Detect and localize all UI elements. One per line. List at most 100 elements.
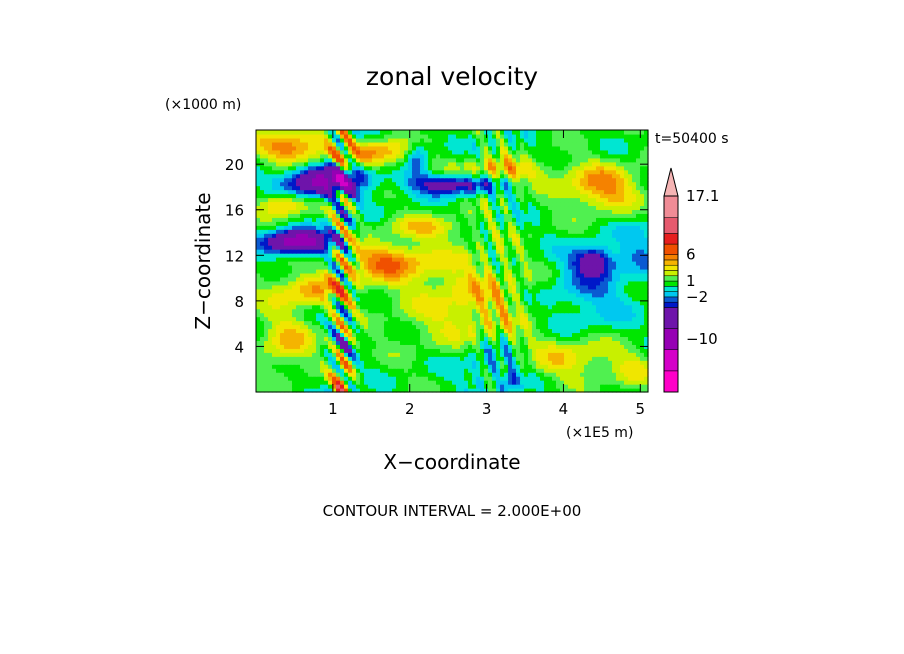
heatmap-cell	[644, 217, 649, 222]
heatmap-cell	[584, 245, 589, 250]
heatmap-cell	[276, 364, 281, 369]
heatmap-cell	[316, 340, 321, 345]
heatmap-cell	[432, 304, 437, 310]
heatmap-cell	[320, 336, 325, 341]
heatmap-cell	[464, 261, 469, 266]
heatmap-cell	[268, 245, 273, 250]
heatmap-cell	[504, 308, 509, 314]
heatmap-cell	[324, 197, 329, 203]
heatmap-cell	[292, 368, 297, 373]
heatmap-cell	[340, 276, 345, 282]
heatmap-cell	[332, 304, 337, 310]
heatmap-cell	[504, 380, 509, 385]
heatmap-cell	[488, 249, 493, 254]
heatmap-cell	[620, 245, 625, 250]
heatmap-cell	[500, 268, 505, 274]
heatmap-cell	[572, 320, 577, 326]
heatmap-cell	[280, 201, 285, 207]
heatmap-cell	[552, 249, 557, 254]
heatmap-cell	[524, 197, 529, 203]
heatmap-cell	[352, 257, 357, 262]
heatmap-cell	[612, 249, 617, 254]
heatmap-cell	[308, 245, 313, 250]
heatmap-cell	[304, 364, 309, 369]
heatmap-cell	[316, 300, 321, 306]
heatmap-cell	[480, 233, 485, 238]
heatmap-cell	[624, 296, 629, 302]
heatmap-cell	[260, 241, 265, 246]
heatmap-cell	[296, 241, 301, 246]
heatmap-cell	[584, 356, 589, 361]
heatmap-cell	[556, 288, 561, 294]
heatmap-cell	[340, 316, 345, 322]
heatmap-cell	[644, 296, 649, 302]
heatmap-cell	[604, 292, 609, 298]
heatmap-cell	[328, 376, 333, 381]
heatmap-cell	[288, 288, 293, 294]
heatmap-cell	[476, 320, 481, 326]
heatmap-cell	[472, 205, 477, 210]
heatmap-cell	[512, 233, 517, 238]
heatmap-cell	[276, 205, 281, 210]
heatmap-cell	[624, 221, 629, 226]
heatmap-cell	[440, 328, 445, 334]
heatmap-cell	[436, 268, 441, 274]
heatmap-cell	[284, 324, 289, 330]
heatmap-cell	[560, 348, 565, 353]
heatmap-cell	[288, 296, 293, 302]
heatmap-cell	[500, 241, 505, 246]
heatmap-cell	[612, 245, 617, 250]
heatmap-cell	[440, 292, 445, 298]
heatmap-cell	[328, 257, 333, 262]
heatmap-cell	[436, 272, 441, 278]
heatmap-cell	[564, 201, 569, 207]
heatmap-cell	[308, 344, 313, 349]
heatmap-cell	[556, 193, 561, 199]
heatmap-cell	[428, 292, 433, 298]
heatmap-cell	[300, 280, 305, 286]
heatmap-cell	[400, 205, 405, 210]
heatmap-cell	[360, 364, 365, 369]
heatmap-cell	[620, 376, 625, 381]
heatmap-cell	[636, 213, 641, 218]
heatmap-cell	[496, 332, 501, 338]
heatmap-cell	[500, 193, 505, 199]
heatmap-cell	[480, 209, 485, 214]
heatmap-cell	[416, 189, 421, 195]
heatmap-cell	[536, 332, 541, 338]
heatmap-cell	[608, 352, 613, 357]
heatmap-cell	[496, 237, 501, 242]
heatmap-cell	[256, 300, 261, 306]
heatmap-cell	[628, 292, 633, 298]
heatmap-cell	[568, 245, 573, 250]
heatmap-cell	[516, 320, 521, 326]
heatmap-cell	[636, 205, 641, 210]
heatmap-cell	[324, 229, 329, 234]
heatmap-cell	[484, 332, 489, 338]
heatmap-cell	[516, 249, 521, 254]
heatmap-cell	[500, 253, 505, 258]
heatmap-cell	[584, 193, 589, 199]
heatmap-cell	[368, 336, 373, 341]
heatmap-cell	[612, 316, 617, 322]
heatmap-cell	[516, 225, 521, 230]
heatmap-cell	[624, 237, 629, 242]
heatmap-cell	[552, 368, 557, 373]
heatmap-cell	[380, 324, 385, 330]
heatmap-cell	[544, 372, 549, 377]
heatmap-cell	[388, 376, 393, 381]
heatmap-cell	[264, 233, 269, 238]
heatmap-cell	[592, 312, 597, 318]
heatmap-cell	[460, 225, 465, 230]
heatmap-cell	[360, 368, 365, 373]
heatmap-cell	[556, 364, 561, 369]
heatmap-cell	[416, 356, 421, 361]
heatmap-cell	[520, 384, 525, 389]
heatmap-cell	[336, 336, 341, 341]
heatmap-cell	[336, 304, 341, 310]
heatmap-cell	[284, 376, 289, 381]
heatmap-cell	[592, 376, 597, 381]
heatmap-cell	[460, 249, 465, 254]
heatmap-cell	[360, 229, 365, 234]
heatmap-cell	[588, 328, 593, 334]
